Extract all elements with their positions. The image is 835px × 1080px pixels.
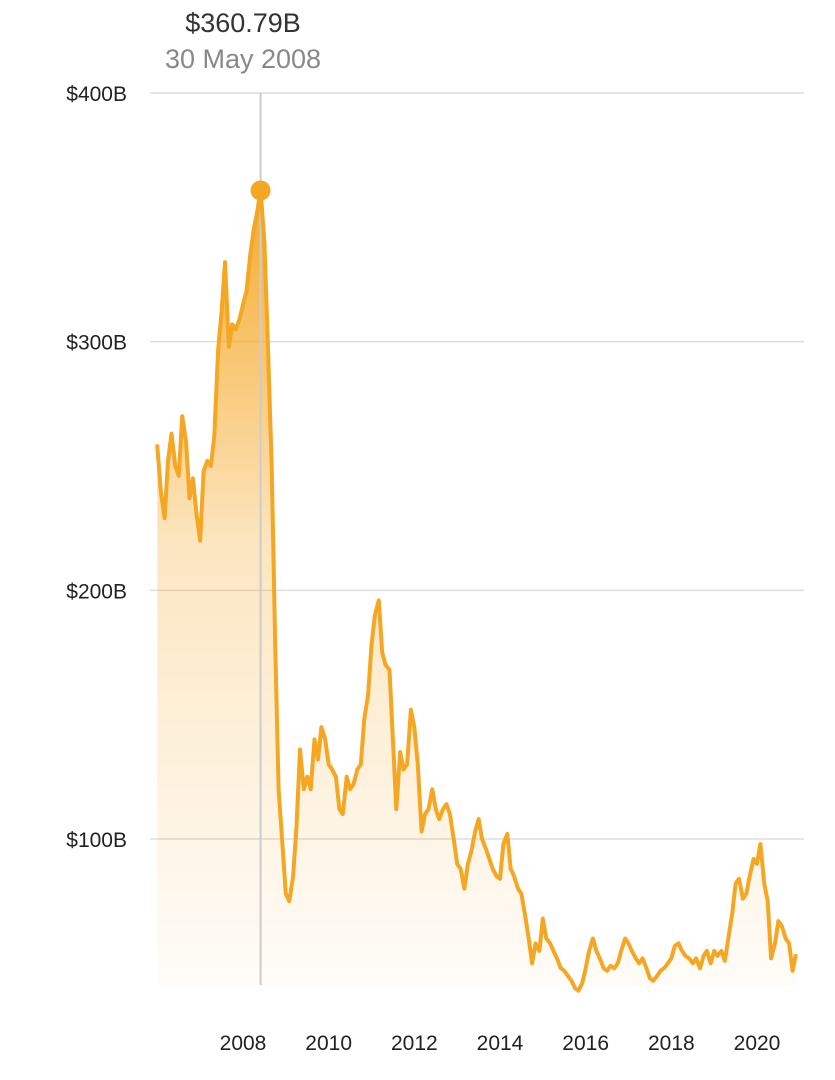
price-area-fill — [157, 190, 796, 991]
x-tick-label: 2018 — [648, 1032, 695, 1055]
x-tick-label: 2016 — [562, 1032, 609, 1055]
y-tick-label: $400B — [66, 83, 127, 106]
y-axis-ticks: $100B $200B $300B $400B — [66, 83, 127, 852]
tooltip-value: $360.79B — [185, 8, 301, 38]
x-tick-label: 2014 — [477, 1032, 524, 1055]
x-tick-label: 2010 — [305, 1032, 352, 1055]
highlight-point[interactable] — [250, 180, 271, 201]
x-tick-label: 2020 — [734, 1032, 781, 1055]
x-tick-label: 2008 — [220, 1032, 267, 1055]
price-line — [155, 188, 798, 993]
y-tick-label: $200B — [66, 580, 127, 603]
y-tick-label: $100B — [66, 829, 127, 852]
y-tick-label: $300B — [66, 332, 127, 355]
x-tick-label: 2012 — [391, 1032, 438, 1055]
x-axis-ticks: 2008 2010 2012 2014 2016 2018 2020 — [220, 1032, 781, 1055]
tooltip-date: 30 May 2008 — [164, 44, 322, 74]
